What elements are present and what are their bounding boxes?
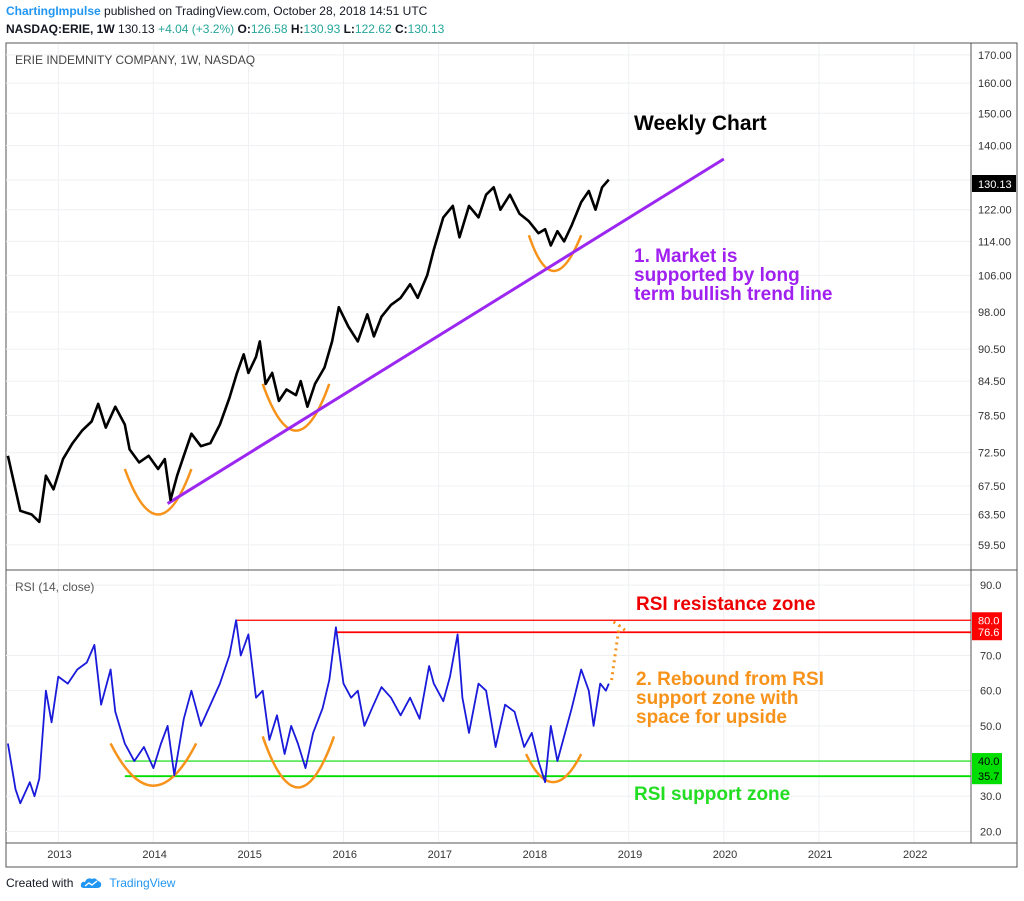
rsi-level-tag-bg — [972, 768, 1002, 785]
time-axis-ticks: 2013 2014 2015 2016 2017 2018 2019 2020 2021 2022 — [47, 849, 927, 861]
time-tick-label: 2016 — [333, 849, 357, 861]
rsi-level-tag: 76.6 — [972, 624, 1002, 641]
rsi-pane-title: RSI (14, close) — [15, 580, 94, 594]
open-value: 126.58 — [250, 22, 288, 36]
low-label: L: — [343, 22, 355, 36]
symbol-label: NASDAQ:ERIE, 1W — [6, 22, 115, 36]
rebound-annotation-line-1: 2. Rebound from RSI — [636, 669, 824, 690]
rsi-level-tag-label: 35.7 — [978, 771, 999, 783]
close-label: C: — [394, 22, 408, 36]
weekly-chart-label: Weekly Chart — [634, 112, 767, 135]
time-tick-label: 2020 — [713, 849, 737, 861]
rsi-tick-label: 70.0 — [980, 650, 1001, 662]
bullish-trend-line[interactable] — [166, 157, 725, 505]
support-arcs — [109, 234, 583, 789]
tradingview-cloud-icon — [81, 878, 102, 888]
rebound-annotation-line-3: space for upside — [636, 707, 787, 728]
time-tick-label: 2021 — [808, 849, 832, 861]
high-label: H: — [290, 22, 304, 36]
price-tick-label: 90.50 — [978, 344, 1006, 356]
rsi-level-tag-bg — [972, 624, 1002, 641]
price-tick-label: 122.00 — [978, 205, 1012, 217]
price-tick-label: 160.00 — [978, 78, 1012, 90]
main-pane-title: ERIE INDEMNITY COMPANY, 1W, NASDAQ — [15, 53, 255, 67]
trend-annotation-line-2: supported by long — [634, 265, 800, 286]
rsi-level-tag-label: 40.0 — [978, 756, 999, 768]
rsi-level-tag-label: 76.6 — [978, 627, 999, 639]
time-tick-label: 2022 — [903, 849, 927, 861]
trend-annotation-line-3: term bullish trend line — [634, 284, 832, 305]
rsi-level-tag: 40.0 — [972, 753, 1002, 770]
last-price: 130.13 — [118, 22, 155, 36]
footer: Created with TradingView — [6, 876, 175, 890]
rsi-support-arc — [261, 735, 336, 789]
price-support-arc — [123, 468, 193, 516]
price-tick-label: 63.50 — [978, 509, 1006, 521]
rsi-support-arc — [109, 742, 198, 787]
chart-frame — [5, 42, 1018, 868]
rsi-series-line[interactable] — [7, 619, 610, 805]
rsi-level-tag: 35.7 — [972, 768, 1002, 785]
price-support-arc — [527, 234, 583, 272]
price-axis-ticks: 170.00160.00150.00140.00130.00122.00114.… — [978, 50, 1012, 552]
open-label: O: — [237, 22, 251, 36]
rsi-level-tag-bg — [972, 753, 1002, 770]
price-tick-label: 84.50 — [978, 376, 1006, 388]
rsi-tick-label: 60.0 — [980, 686, 1001, 698]
rebound-annotation-line-2: support zone with — [636, 688, 799, 709]
price-tick-label: 78.50 — [978, 411, 1006, 423]
price-tick-label: 150.00 — [978, 108, 1012, 120]
price-tick-label: 98.00 — [978, 307, 1006, 319]
time-tick-label: 2015 — [237, 849, 261, 861]
ohlc-bar: NASDAQ:ERIE, 1W 130.13 +4.04 (+3.2%) O:1… — [6, 22, 444, 36]
time-tick-label: 2017 — [428, 849, 452, 861]
price-tick-label: 72.50 — [978, 448, 1006, 460]
price-tick-label: 67.50 — [978, 481, 1006, 493]
rsi-support-arc — [524, 753, 583, 784]
price-tick-label: 106.00 — [978, 270, 1012, 282]
published-text: published on TradingView.com, October 28… — [104, 4, 428, 18]
publish-info: ChartingImpulse published on TradingView… — [6, 4, 427, 18]
price-change: +4.04 (+3.2%) — [158, 22, 235, 36]
rsi-tick-label: 90.0 — [980, 580, 1001, 592]
rsi-level-tags: 80.076.640.035.7 — [972, 612, 1002, 785]
close-value: 130.13 — [407, 22, 445, 36]
low-value: 122.62 — [354, 22, 392, 36]
time-tick-label: 2013 — [47, 849, 71, 861]
time-tick-label: 2019 — [618, 849, 642, 861]
grid — [6, 44, 971, 842]
rsi-support-label: RSI support zone — [634, 784, 790, 805]
rsi-projection-arrow — [610, 620, 629, 681]
rsi-tick-label: 20.0 — [980, 826, 1001, 838]
created-with-text: Created with — [6, 876, 74, 890]
time-tick-label: 2014 — [142, 849, 166, 861]
last-price-tag-label: 130.13 — [978, 179, 1012, 191]
rsi-tick-label: 50.0 — [980, 721, 1001, 733]
price-tick-label: 59.50 — [978, 540, 1006, 552]
price-support-arc — [261, 383, 331, 432]
last-price-tag: 130.13 — [972, 175, 1016, 192]
tradingview-link[interactable]: TradingView — [109, 876, 176, 890]
high-value: 130.93 — [303, 22, 341, 36]
price-tick-label: 114.00 — [978, 236, 1011, 248]
rsi-resistance-label: RSI resistance zone — [636, 594, 816, 615]
rsi-axis-ticks: 90.0 70.0 60.0 50.0 30.0 20.0 — [980, 580, 1001, 838]
rsi-tick-label: 30.0 — [980, 791, 1001, 803]
time-tick-label: 2018 — [523, 849, 547, 861]
price-series-line[interactable] — [6, 178, 610, 524]
price-tick-label: 140.00 — [978, 140, 1012, 152]
trend-annotation-line-1: 1. Market is — [634, 246, 738, 267]
author-link[interactable]: ChartingImpulse — [6, 4, 101, 18]
price-tick-label: 170.00 — [978, 50, 1012, 62]
